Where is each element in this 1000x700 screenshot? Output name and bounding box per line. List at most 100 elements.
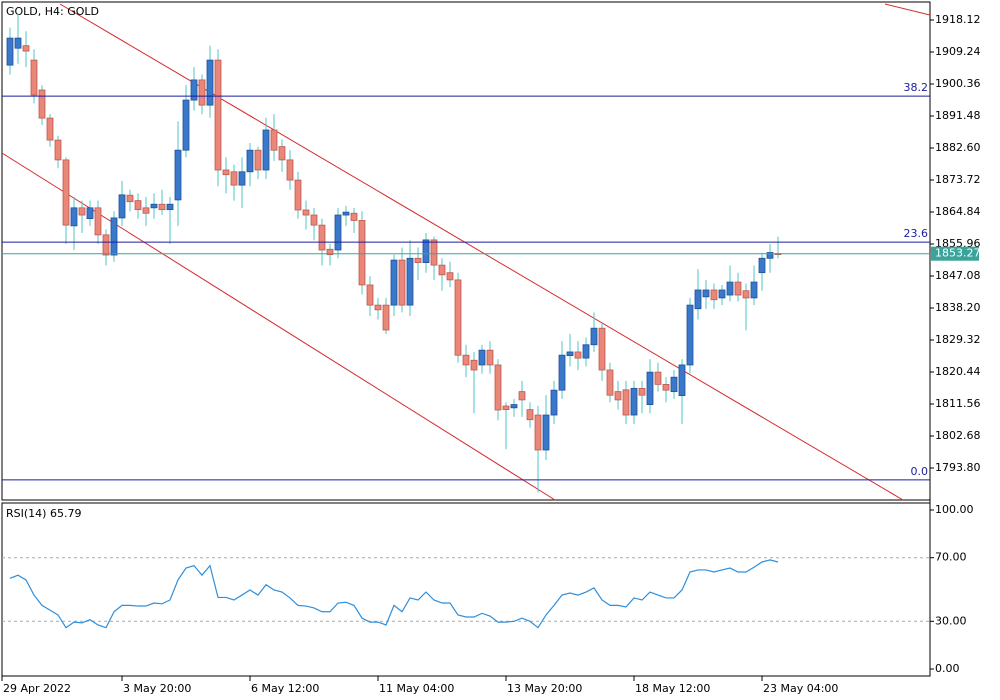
candle-body — [406, 257, 414, 306]
candle-body — [358, 220, 366, 286]
candle-body — [294, 179, 302, 211]
candle-body — [566, 351, 574, 356]
candle-body — [62, 159, 70, 226]
fib-label: 38.2 — [904, 81, 929, 94]
candle-body — [702, 289, 710, 298]
candle-body — [366, 284, 374, 306]
candle-body — [726, 281, 734, 296]
candle-body — [38, 89, 46, 119]
candle-body — [550, 389, 558, 416]
channel-top — [884, 3, 931, 16]
x-tick-label: 3 May 20:00 — [123, 682, 191, 695]
candle-body — [614, 391, 622, 401]
main-panel — [1, 1, 931, 501]
candle-body — [486, 349, 494, 366]
candle-body — [622, 389, 630, 416]
last-price-label: 1853.27 — [935, 247, 981, 260]
fib-label: 23.6 — [904, 227, 929, 240]
candle-body — [182, 99, 190, 151]
y-tick-label: 1802.68 — [935, 429, 981, 442]
last-price-box — [931, 246, 979, 261]
x-tick-label: 23 May 04:00 — [763, 682, 838, 695]
candle-body — [110, 217, 118, 256]
y-tick-label: 100.00 — [935, 503, 974, 516]
candle-body — [518, 391, 526, 401]
candle-body — [6, 37, 14, 66]
rsi-title: RSI(14) 65.79 — [6, 507, 81, 520]
y-tick-label: 1918.12 — [935, 13, 981, 26]
candle-body — [54, 139, 62, 161]
candle-body — [678, 364, 686, 396]
candle-body — [422, 239, 430, 264]
x-tick-label: 11 May 04:00 — [379, 682, 454, 695]
candle-body — [718, 289, 726, 299]
candle-body — [222, 169, 230, 176]
candle-body — [206, 59, 214, 106]
candle-body — [478, 349, 486, 366]
candle-body — [630, 387, 638, 416]
candle-body — [502, 405, 510, 411]
candle-body — [350, 212, 358, 221]
candle-body — [574, 351, 582, 359]
chart-title: GOLD, H4: GOLD — [6, 5, 99, 18]
candle-body — [318, 224, 326, 251]
y-tick-label: 1820.44 — [935, 365, 981, 378]
candle-body — [526, 409, 534, 421]
candle-body — [214, 59, 222, 171]
y-tick-label: 1900.36 — [935, 77, 981, 90]
candle-body — [390, 259, 398, 306]
candle-body — [374, 304, 382, 311]
candle-body — [278, 146, 286, 161]
candle-body — [686, 304, 694, 366]
candle-body — [646, 371, 654, 405]
y-tick-label: 1838.20 — [935, 301, 981, 314]
candle-body — [22, 45, 30, 52]
candle-body — [158, 203, 166, 211]
candle-body — [254, 149, 262, 171]
y-tick-label: 1811.56 — [935, 397, 981, 410]
candle-body — [462, 354, 470, 366]
candle-body — [78, 207, 86, 216]
candle-body — [126, 194, 134, 203]
candle-body — [302, 209, 310, 216]
x-tick-label: 6 May 12:00 — [251, 682, 319, 695]
candle-body — [230, 171, 238, 186]
candle-body — [102, 234, 110, 256]
channel-lower — [1, 152, 556, 501]
y-tick-label: 1909.24 — [935, 45, 981, 58]
candle-body — [670, 376, 678, 393]
candle-body — [174, 149, 182, 201]
candle-body — [342, 211, 350, 216]
fib-label: 0.0 — [911, 465, 929, 478]
candle-body — [334, 214, 342, 251]
candle-body — [414, 257, 422, 264]
y-tick-label: 1847.08 — [935, 269, 981, 282]
candle-body — [270, 129, 278, 151]
candle-body — [326, 248, 334, 256]
candle-body — [286, 159, 294, 181]
y-tick-label: 0.00 — [935, 662, 960, 675]
y-tick-label: 1793.80 — [935, 461, 981, 474]
candle-body — [134, 200, 142, 211]
candle-body — [742, 290, 750, 299]
candle-body — [750, 281, 758, 299]
candle-body — [638, 387, 646, 396]
candle-body — [558, 354, 566, 391]
candle-body — [694, 289, 702, 310]
candle-body — [534, 414, 542, 451]
y-tick-label: 1829.32 — [935, 333, 981, 346]
candle-body — [766, 252, 774, 259]
candle-body — [150, 203, 158, 209]
rsi-line — [9, 559, 779, 629]
candle-body — [582, 344, 590, 359]
candle-body — [30, 59, 38, 96]
candle-body — [142, 207, 150, 214]
candle-body — [382, 304, 390, 331]
candle-body — [758, 257, 766, 274]
candle-body — [262, 129, 270, 171]
candle-body — [398, 259, 406, 306]
candle-body — [86, 207, 94, 220]
candle-body — [94, 207, 102, 236]
y-tick-label: 70.00 — [935, 551, 967, 564]
y-tick-label: 1864.84 — [935, 205, 981, 218]
